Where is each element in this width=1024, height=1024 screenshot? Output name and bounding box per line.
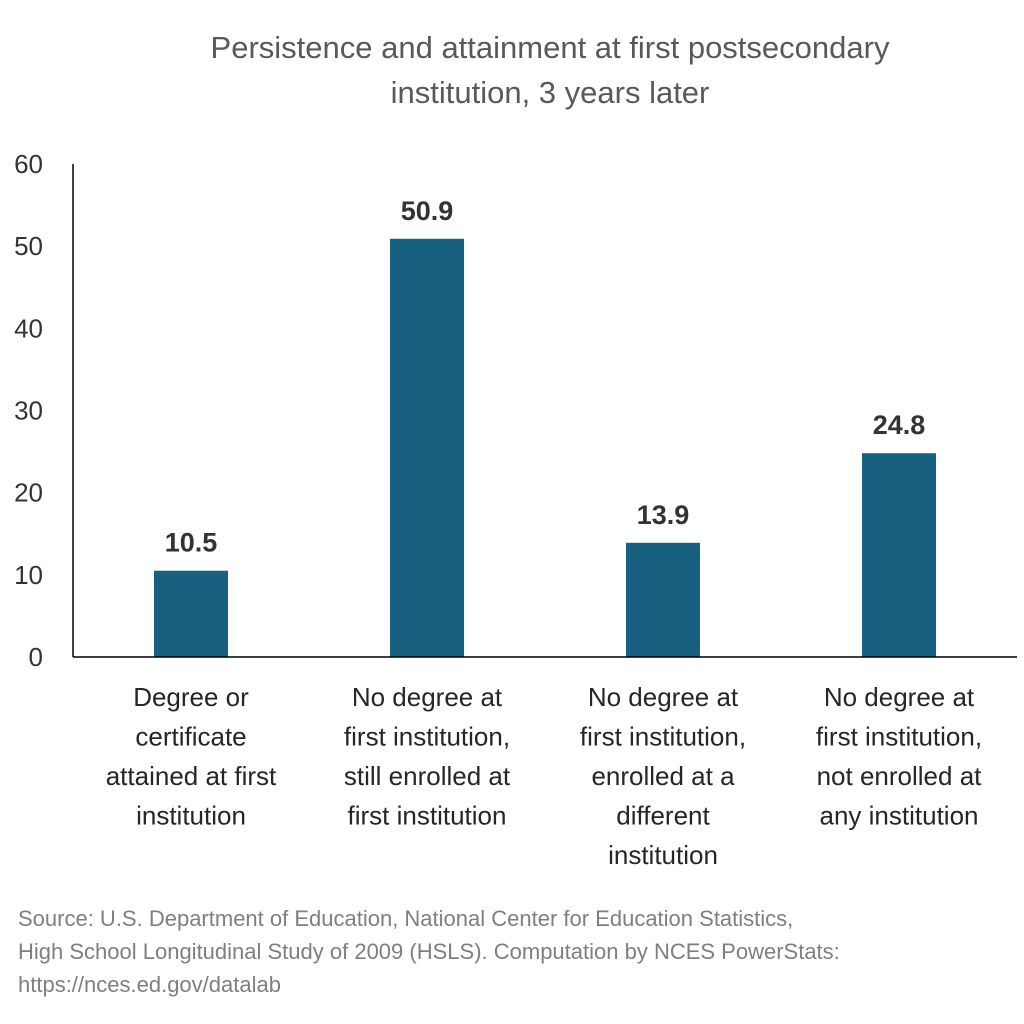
x-category-label: still enrolled at [344,761,511,791]
bar [390,238,464,657]
x-category-label: No degree at [824,682,975,712]
y-tick-label: 10 [14,560,43,590]
x-category-label: institution [608,840,718,870]
y-tick-label: 0 [29,642,43,672]
source-note: Source: U.S. Department of Education, Na… [18,902,1008,1001]
chart-title: Persistence and attainment at first post… [211,30,890,110]
x-category-label: institution [136,801,246,831]
chart-title-line-2: institution, 3 years later [391,75,710,110]
bars [154,238,936,657]
data-label: 24.8 [873,410,926,440]
source-line-2: High School Longitudinal Study of 2009 (… [18,939,840,964]
chart-title-line-1: Persistence and attainment at first post… [211,30,890,65]
y-tick-label: 50 [14,231,43,261]
x-category-label: first institution [348,801,507,831]
x-category-label: certificate [135,722,246,752]
x-category-label: first institution, [580,722,746,752]
source-line-1: Source: U.S. Department of Education, Na… [18,906,794,931]
x-category-label: any institution [820,801,979,831]
x-category-label: first institution, [344,722,510,752]
data-label: 13.9 [637,500,690,530]
bar [862,453,936,657]
x-category-label: attained at first [106,761,277,791]
x-category-label: Degree or [133,682,249,712]
y-axis-ticks: 0 10 20 30 40 50 60 [14,149,43,672]
y-tick-label: 30 [14,396,43,426]
data-label: 50.9 [401,196,454,226]
x-category-label: not enrolled at [817,761,983,791]
x-category-label: enrolled at a [591,761,735,791]
y-tick-label: 40 [14,313,43,343]
data-label: 10.5 [165,528,218,558]
bar [626,542,700,657]
x-category-label: different [616,801,710,831]
x-category-label: first institution, [816,722,982,752]
x-category-label: No degree at [352,682,503,712]
bar [154,570,228,657]
y-tick-label: 60 [14,149,43,179]
x-category-label: No degree at [588,682,739,712]
data-labels: 10.5 50.9 13.9 24.8 [165,196,926,558]
y-tick-label: 20 [14,478,43,508]
x-axis-categories: Degree or certificate attained at first ins… [106,682,982,870]
source-line-3: https://nces.ed.gov/datalab [18,972,281,997]
